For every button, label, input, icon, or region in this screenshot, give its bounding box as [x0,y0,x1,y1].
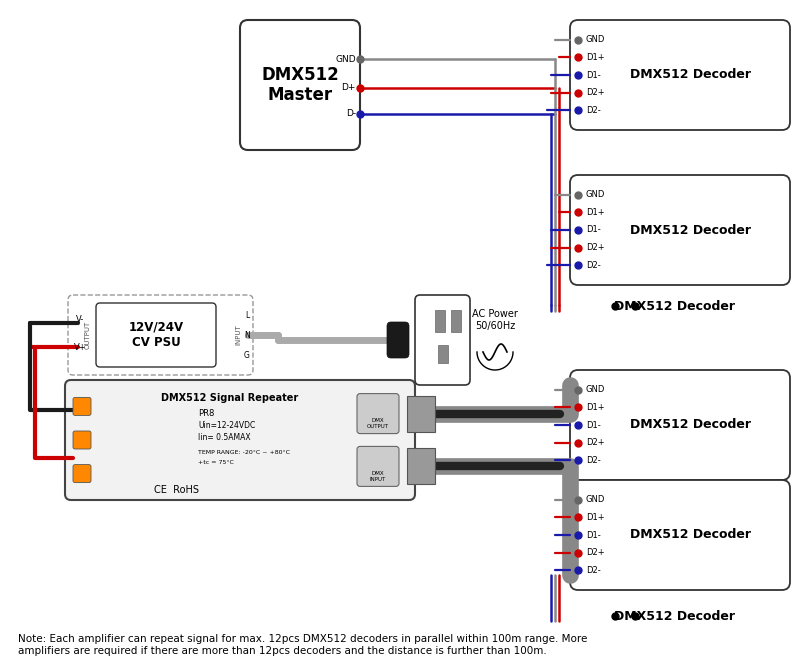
Text: INPUT: INPUT [235,325,241,345]
Text: D2+: D2+ [586,243,605,252]
Text: DMX512 Decoder: DMX512 Decoder [630,68,751,82]
Text: D1-: D1- [586,531,601,539]
Text: D2+: D2+ [586,438,605,447]
Text: DMX
INPUT: DMX INPUT [370,471,386,482]
Text: GND: GND [586,35,606,44]
FancyBboxPatch shape [570,370,790,480]
Text: D1-: D1- [586,70,601,80]
Text: DMX512 Signal Repeater: DMX512 Signal Repeater [161,393,298,403]
FancyBboxPatch shape [570,20,790,130]
Text: +tc = 75°C: +tc = 75°C [198,461,234,465]
FancyBboxPatch shape [570,175,790,285]
Text: D2+: D2+ [586,548,605,557]
Text: 12V/24V
CV PSU: 12V/24V CV PSU [128,321,184,349]
Text: D+: D+ [342,83,356,92]
FancyBboxPatch shape [415,295,470,385]
Text: D2-: D2- [586,106,601,115]
FancyBboxPatch shape [570,480,790,590]
Text: D1-: D1- [586,226,601,234]
Bar [407,396,435,432]
Bar [435,310,444,332]
Text: GND: GND [586,191,606,199]
Text: Note: Each amplifier can repeat signal for max. 12pcs DMX512 decoders in paralle: Note: Each amplifier can repeat signal f… [18,634,587,656]
FancyBboxPatch shape [65,380,415,500]
Text: GND: GND [586,385,606,394]
Text: D2-: D2- [586,456,601,465]
Text: DMX512 Decoder: DMX512 Decoder [630,418,751,432]
Text: DMX512 Decoder: DMX512 Decoder [614,299,735,313]
Text: D1+: D1+ [586,513,605,522]
Text: GND: GND [335,54,356,64]
Text: V+: V+ [74,343,87,351]
FancyBboxPatch shape [240,20,360,150]
Text: V-: V- [76,315,84,323]
FancyBboxPatch shape [68,295,253,375]
Text: GND: GND [586,495,606,504]
Text: D2-: D2- [586,566,601,575]
FancyBboxPatch shape [73,431,91,449]
Bar [407,448,435,485]
Text: DMX512 Decoder: DMX512 Decoder [614,610,735,623]
Text: PR8: PR8 [198,408,214,418]
Text: DMX512
Master: DMX512 Master [261,66,339,104]
Text: D1+: D1+ [586,208,605,217]
FancyBboxPatch shape [387,322,409,358]
Text: OUTPUT: OUTPUT [85,321,91,349]
Text: AC Power
50/60Hz: AC Power 50/60Hz [472,309,518,331]
Text: N: N [244,331,250,339]
FancyBboxPatch shape [96,303,216,367]
Text: DMX
OUTPUT: DMX OUTPUT [367,418,389,429]
Text: D2-: D2- [586,261,601,270]
FancyBboxPatch shape [357,394,399,434]
Text: DMX512 Decoder: DMX512 Decoder [630,224,751,236]
Text: D1-: D1- [586,420,601,430]
Text: D1+: D1+ [586,403,605,412]
Text: TEMP RANGE: -20°C ~ +80°C: TEMP RANGE: -20°C ~ +80°C [198,450,290,454]
Text: Iin= 0.5AMAX: Iin= 0.5AMAX [198,434,250,442]
Text: D1+: D1+ [586,53,605,62]
Bar [451,310,460,332]
Text: D2+: D2+ [586,88,605,97]
Text: CE  RoHS: CE RoHS [155,485,200,495]
Text: L: L [245,311,249,319]
Text: DMX512 Decoder: DMX512 Decoder [630,529,751,542]
Bar [438,345,448,363]
Text: D-: D- [346,109,356,118]
FancyBboxPatch shape [73,465,91,483]
FancyBboxPatch shape [357,446,399,487]
Text: G: G [244,351,250,359]
Text: Uin=12-24VDC: Uin=12-24VDC [198,422,255,430]
FancyBboxPatch shape [73,397,91,416]
